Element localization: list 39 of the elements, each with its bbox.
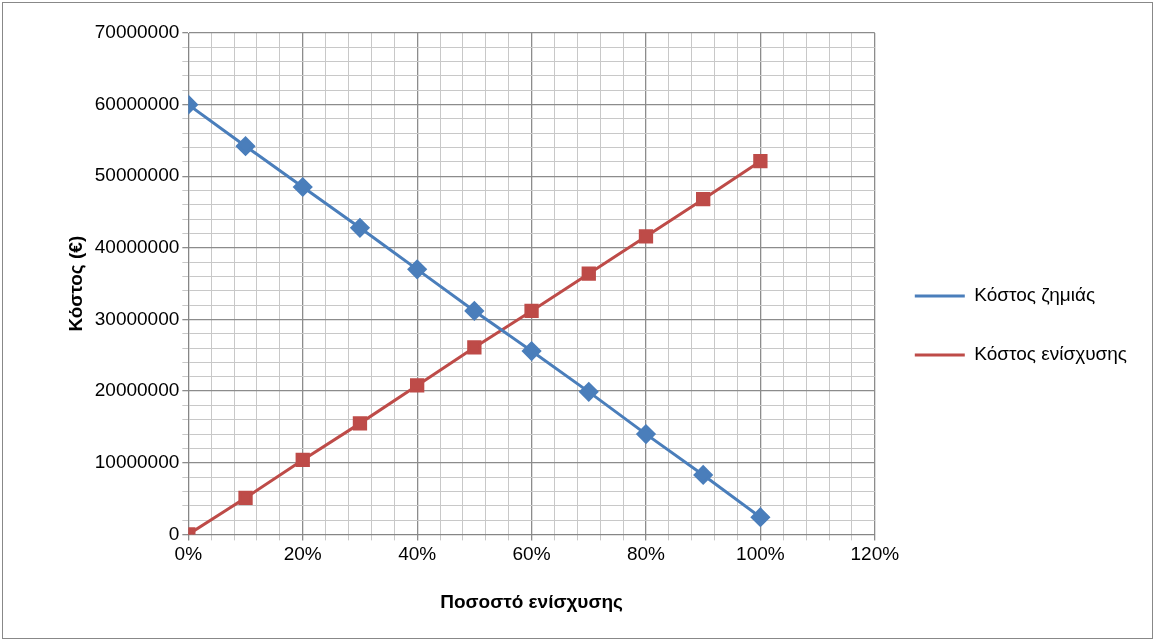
- x-tick-label: 120%: [850, 543, 900, 565]
- y-axis-title: Κόστος (€): [64, 235, 86, 332]
- y-tick-label: 40000000: [94, 236, 180, 258]
- legend-label: Κόστος ενίσχυσης: [974, 343, 1128, 365]
- point: [350, 218, 370, 238]
- x-tick-label: 20%: [283, 543, 322, 565]
- point: [524, 303, 539, 319]
- y-tick-label: 60000000: [94, 92, 180, 114]
- point: [750, 507, 770, 527]
- point: [467, 340, 482, 355]
- point: [522, 341, 542, 361]
- point: [636, 424, 656, 444]
- point: [407, 259, 427, 279]
- x-tick-label: 60%: [512, 543, 551, 565]
- point: [581, 266, 596, 281]
- point: [238, 490, 253, 506]
- y-tick-label: 70000000: [94, 21, 180, 43]
- point: [293, 177, 313, 197]
- point: [753, 154, 768, 169]
- y-tick-label: 50000000: [94, 164, 180, 186]
- point: [236, 136, 256, 156]
- x-tick-label: 40%: [398, 543, 437, 565]
- x-tick-label: 100%: [736, 543, 785, 565]
- point: [352, 416, 368, 431]
- point: [638, 229, 654, 244]
- y-tick-label: 30000000: [94, 307, 180, 329]
- point: [464, 301, 484, 321]
- point: [579, 382, 599, 402]
- point: [295, 452, 310, 468]
- x-axis-title: Ποσοστό ενίσχυσης: [440, 590, 623, 612]
- legend-label: Κόστος ζημιάς: [974, 284, 1096, 306]
- point: [693, 465, 713, 485]
- point: [410, 378, 425, 393]
- x-tick-label: 80%: [626, 543, 666, 565]
- y-tick-label: 20000000: [94, 379, 180, 401]
- y-tick-label: 10000000: [94, 451, 180, 473]
- x-tick-label: 0%: [174, 543, 203, 565]
- y-tick-label: 0: [168, 522, 180, 544]
- point: [696, 192, 711, 207]
